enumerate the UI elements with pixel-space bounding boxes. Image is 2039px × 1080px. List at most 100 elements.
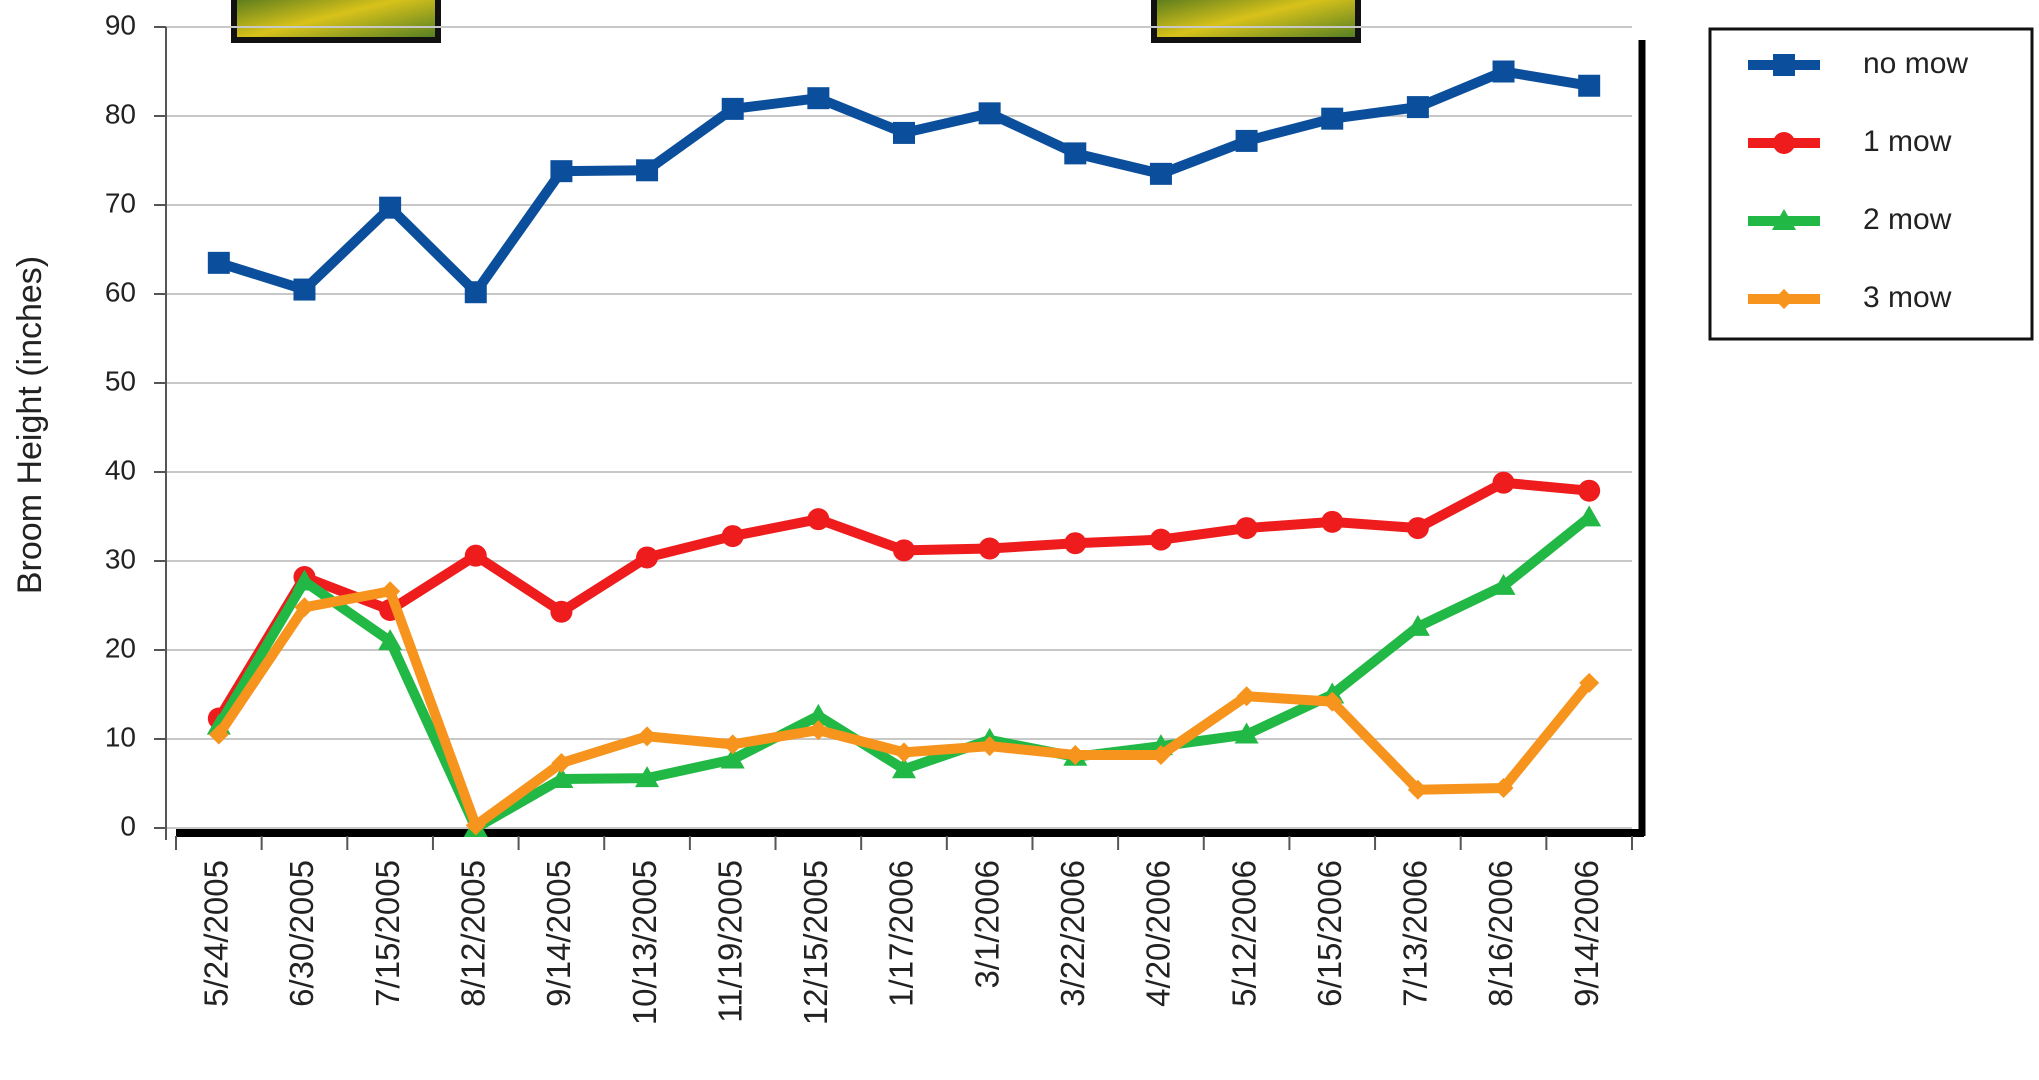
marker bbox=[1235, 129, 1258, 152]
marker bbox=[1577, 505, 1602, 527]
y-tick-label: 60 bbox=[105, 276, 136, 307]
marker bbox=[380, 581, 401, 602]
y-axis-label: Broom Height (inches) bbox=[11, 256, 49, 594]
y-tick-label: 10 bbox=[105, 721, 136, 752]
x-tick-label: 7/15/2005 bbox=[369, 860, 406, 1007]
marker bbox=[720, 747, 745, 769]
x-tick-label: 8/16/2006 bbox=[1482, 860, 1519, 1007]
x-tick-label: 3/22/2006 bbox=[1054, 860, 1091, 1007]
marker bbox=[1493, 777, 1514, 798]
x-tick-label: 8/12/2005 bbox=[454, 860, 491, 1007]
marker bbox=[721, 525, 744, 548]
marker bbox=[1405, 614, 1430, 636]
marker bbox=[1064, 532, 1087, 555]
marker bbox=[207, 251, 230, 274]
legend-label: 1 mow bbox=[1863, 125, 1952, 158]
y-tick-label: 40 bbox=[105, 454, 136, 485]
photo bbox=[1151, 0, 1361, 43]
y-tick-label: 90 bbox=[105, 9, 136, 40]
marker bbox=[1149, 528, 1172, 551]
marker bbox=[1235, 517, 1258, 540]
marker bbox=[1579, 672, 1600, 693]
marker bbox=[464, 281, 487, 304]
series-line bbox=[217, 66, 1591, 298]
marker bbox=[1578, 74, 1601, 97]
marker bbox=[636, 159, 659, 182]
legend-label: 3 mow bbox=[1863, 281, 1952, 314]
marker bbox=[978, 537, 1001, 560]
y-tick-label: 20 bbox=[105, 632, 136, 663]
grid: 0 10 20 30 40 50 60 70 80 90 5/24/2005 6/30/2005 7/1… bbox=[105, 9, 1646, 1025]
marker bbox=[637, 726, 658, 747]
x-tick-label: 4/20/2006 bbox=[1140, 860, 1177, 1007]
marker bbox=[1321, 510, 1344, 533]
marker bbox=[465, 815, 486, 836]
x-tick-label: 3/1/2006 bbox=[968, 860, 1005, 988]
marker bbox=[808, 720, 829, 741]
marker bbox=[893, 539, 915, 562]
marker bbox=[1578, 479, 1601, 502]
marker bbox=[978, 102, 1001, 125]
marker bbox=[1406, 517, 1429, 540]
y-tick-label: 50 bbox=[105, 365, 136, 396]
marker bbox=[979, 736, 1000, 757]
marker bbox=[893, 121, 915, 144]
marker bbox=[379, 196, 402, 219]
marker bbox=[1149, 162, 1172, 185]
marker bbox=[1406, 96, 1429, 119]
x-tick-label: 9/14/2005 bbox=[540, 860, 577, 1007]
marker bbox=[1491, 573, 1516, 595]
marker bbox=[549, 767, 574, 789]
marker bbox=[636, 546, 659, 569]
marker bbox=[1492, 60, 1515, 83]
x-tick-label: 11/19/2005 bbox=[711, 860, 748, 1023]
marker bbox=[551, 753, 572, 774]
marker bbox=[635, 766, 660, 788]
x-tick-label: 7/13/2006 bbox=[1397, 860, 1434, 1007]
marker bbox=[1321, 107, 1344, 130]
marker bbox=[1064, 142, 1087, 165]
marker bbox=[1774, 289, 1794, 309]
marker bbox=[892, 757, 916, 779]
marker bbox=[1492, 471, 1515, 494]
marker bbox=[293, 278, 316, 301]
marker bbox=[894, 742, 914, 763]
marker bbox=[292, 569, 317, 591]
marker bbox=[550, 600, 573, 623]
plot bbox=[206, 60, 1602, 837]
x-tick-label: 5/12/2006 bbox=[1225, 860, 1262, 1007]
y-tick-label: 0 bbox=[120, 810, 136, 841]
marker bbox=[208, 724, 229, 745]
marker bbox=[1236, 686, 1257, 707]
marker bbox=[1407, 779, 1428, 800]
marker bbox=[1065, 745, 1086, 766]
marker bbox=[806, 703, 831, 725]
x-tick-label: 12/15/2005 bbox=[797, 860, 834, 1025]
legend bbox=[1708, 27, 2034, 341]
marker bbox=[294, 597, 315, 618]
marker bbox=[1772, 209, 1796, 230]
marker bbox=[1234, 722, 1259, 744]
x-tick-label: 5/24/2005 bbox=[198, 860, 235, 1007]
x-tick-label: 10/13/2005 bbox=[626, 860, 663, 1025]
x-tick-label: 6/15/2006 bbox=[1311, 860, 1348, 1007]
marker bbox=[1773, 132, 1795, 154]
marker bbox=[807, 508, 830, 531]
marker bbox=[378, 629, 403, 651]
legend-items: no mow 1 mow 2 mow 3 mow bbox=[1748, 47, 1968, 314]
y-tick-label: 70 bbox=[105, 187, 136, 218]
marker bbox=[464, 544, 487, 567]
y-tick-label: 80 bbox=[105, 98, 136, 129]
marker bbox=[550, 160, 573, 183]
x-tick-label: 1/17/2006 bbox=[883, 860, 920, 1007]
marker bbox=[1322, 691, 1343, 712]
marker bbox=[1773, 54, 1795, 76]
marker bbox=[722, 734, 743, 755]
marker bbox=[721, 97, 744, 120]
marker bbox=[1150, 745, 1171, 766]
marker bbox=[807, 87, 830, 110]
photo bbox=[231, 0, 441, 43]
x-tick-label: 6/30/2005 bbox=[283, 860, 320, 1007]
x-tick-label: 9/14/2006 bbox=[1568, 860, 1605, 1007]
